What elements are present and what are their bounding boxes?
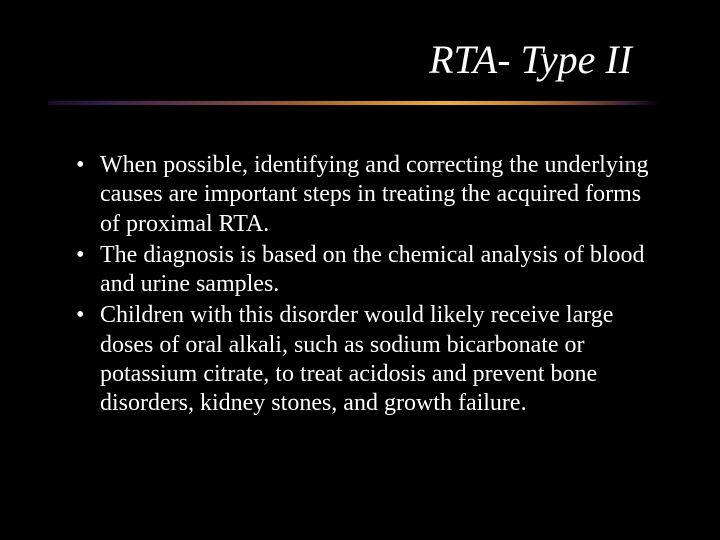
- list-item: When possible, identifying and correctin…: [72, 151, 652, 239]
- slide-title: RTA- Type II: [68, 36, 652, 83]
- slide-container: RTA- Type II When possible, identifying …: [0, 0, 720, 540]
- slide-body: When possible, identifying and correctin…: [68, 151, 652, 418]
- list-item: Children with this disorder would likely…: [72, 301, 652, 418]
- bullet-list: When possible, identifying and correctin…: [72, 151, 652, 418]
- title-divider: [48, 101, 660, 105]
- list-item: The diagnosis is based on the chemical a…: [72, 241, 652, 300]
